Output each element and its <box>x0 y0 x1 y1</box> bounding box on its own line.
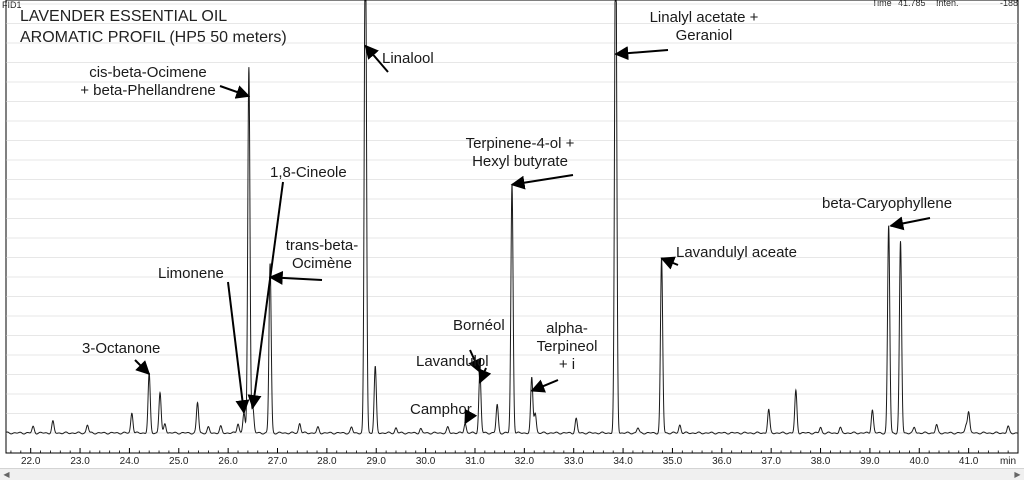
peak-label-line: Lavandulol <box>416 353 489 370</box>
annotation-arrow <box>510 174 574 190</box>
annotation-arrow <box>660 256 679 270</box>
annotation-arrow <box>247 181 284 410</box>
x-tick-label: 40.0 <box>910 456 930 467</box>
x-tick-label: 32.0 <box>515 456 535 467</box>
scroll-right-arrow[interactable]: ▶ <box>1014 470 1021 479</box>
peak-label-line: Camphor <box>410 401 472 418</box>
annotation-arrow <box>614 46 669 61</box>
x-tick-label: 38.0 <box>811 456 831 467</box>
peak-label-line: Hexyl butyrate <box>472 153 568 170</box>
x-tick-label: 36.0 <box>712 456 732 467</box>
peak-label-line: 1,8-Cineole <box>270 164 347 181</box>
peak-annotation: Bornéol <box>453 317 505 374</box>
peak-annotation: Lavandulyl aceate <box>660 244 797 270</box>
peak-label-line: 3-Octanone <box>82 340 160 357</box>
peak-annotation: 1,8-Cineole <box>247 164 347 410</box>
annotation-arrow <box>889 216 931 231</box>
x-tick-label: 41.0 <box>959 456 979 467</box>
peak-label-line: Terpineol <box>537 338 598 355</box>
peak-label-line: Ocimène <box>292 255 352 272</box>
x-tick-label: 30.0 <box>416 456 436 467</box>
annotation-arrow <box>268 270 323 285</box>
peak-label: cis-beta-Ocimene + beta-Phellandrene <box>80 64 216 99</box>
peak-annotation: alpha-Terpineol + i <box>530 320 598 393</box>
peak-label: Terpinene-4-ol + Hexyl butyrate <box>466 135 575 170</box>
peak-label: beta-Caryophyllene <box>822 195 952 212</box>
x-tick-label: 26.0 <box>218 456 238 467</box>
peak-label-line: + beta-Phellandrene <box>80 82 216 99</box>
peak-annotation: 3-Octanone <box>82 340 160 376</box>
peak-label-line: Limonene <box>158 265 224 282</box>
peak-label: 3-Octanone <box>82 340 160 357</box>
x-tick-label: 28.0 <box>317 456 337 467</box>
annotation-arrow <box>468 349 482 374</box>
horizontal-scrollbar[interactable]: ◀ ▶ <box>0 468 1024 480</box>
peak-label-line: trans-beta- <box>286 237 359 254</box>
peak-label: Lavandulyl aceate <box>676 244 797 261</box>
annotation-arrow <box>364 44 389 73</box>
annotation-arrow <box>478 367 492 384</box>
peak-annotation: cis-beta-Ocimene + beta-Phellandrene <box>80 64 251 99</box>
x-tick-label: 39.0 <box>860 456 880 467</box>
title-line-1: LAVENDER ESSENTIAL OIL <box>20 8 227 25</box>
peak-label-line: alpha- <box>546 320 588 337</box>
peak-annotation: Limonene <box>158 265 250 415</box>
chart-title: LAVENDER ESSENTIAL OIL AROMATIC PROFIL (… <box>20 8 287 46</box>
peak-annotation: Camphor <box>410 401 478 425</box>
peak-label-line: Linalyl acetate + <box>650 9 759 26</box>
channel-label: FID1 <box>2 0 22 10</box>
peak-label: 1,8-Cineole <box>270 164 347 181</box>
x-tick-label: 31.0 <box>465 456 485 467</box>
peak-annotation: Terpinene-4-ol + Hexyl butyrate <box>466 135 575 190</box>
peak-label-line: cis-beta-Ocimene <box>89 64 207 81</box>
peak-label: Camphor <box>410 401 472 418</box>
peak-label: Limonene <box>158 265 224 282</box>
annotation-arrow <box>530 379 559 393</box>
peak-label: Linalool <box>382 50 434 67</box>
x-tick-label: 27.0 <box>268 456 288 467</box>
peak-annotation: Lavandulol <box>416 353 492 384</box>
peak-label-line: Terpinene-4-ol + <box>466 135 575 152</box>
peak-label: alpha-Terpineol + i <box>537 320 598 373</box>
title-line-2: AROMATIC PROFIL (HP5 50 meters) <box>20 29 287 46</box>
x-axis-label: min <box>1000 456 1016 467</box>
x-tick-label: 37.0 <box>761 456 781 467</box>
annotation-arrow <box>227 281 250 415</box>
x-tick-label: 23.0 <box>70 456 90 467</box>
peak-label: Linalyl acetate + Geraniol <box>650 9 759 44</box>
peak-label-line: Linalool <box>382 50 434 67</box>
peak-label-line: + i <box>559 356 575 373</box>
x-tick-label: 35.0 <box>663 456 683 467</box>
x-tick-label: 34.0 <box>613 456 633 467</box>
peak-label-line: Bornéol <box>453 317 505 334</box>
peak-annotation: Linalyl acetate + Geraniol <box>614 9 759 61</box>
peak-annotation: beta-Caryophyllene <box>822 195 952 231</box>
x-axis: 22.0 23.0 24.0 25.0 26.0 27.0 28.0 29.0 30.0 31.0… <box>6 448 1018 467</box>
annotation-arrow <box>134 359 151 376</box>
peak-label-line: Lavandulyl aceate <box>676 244 797 261</box>
peak-annotation: Linalool <box>364 44 434 73</box>
y-gridlines <box>6 3 1018 434</box>
annotation-arrow <box>219 85 251 99</box>
peak-label: Lavandulol <box>416 353 489 370</box>
x-tick-label: 24.0 <box>120 456 140 467</box>
x-tick-label: 33.0 <box>564 456 584 467</box>
annotation-arrow <box>464 408 478 425</box>
x-tick-label: 29.0 <box>367 456 387 467</box>
peak-annotations: 3-Octanone Limonene cis-beta-Ocimene + beta… <box>80 9 952 425</box>
peak-annotation: trans-beta-Ocimène <box>268 237 359 285</box>
x-tick-label: 22.0 <box>21 456 41 467</box>
peak-label: trans-beta-Ocimène <box>286 237 359 272</box>
peak-label-line: Geraniol <box>676 27 733 44</box>
peak-label: Bornéol <box>453 317 505 334</box>
peak-label-line: beta-Caryophyllene <box>822 195 952 212</box>
x-tick-label: 25.0 <box>169 456 189 467</box>
scroll-left-arrow[interactable]: ◀ <box>3 470 10 479</box>
